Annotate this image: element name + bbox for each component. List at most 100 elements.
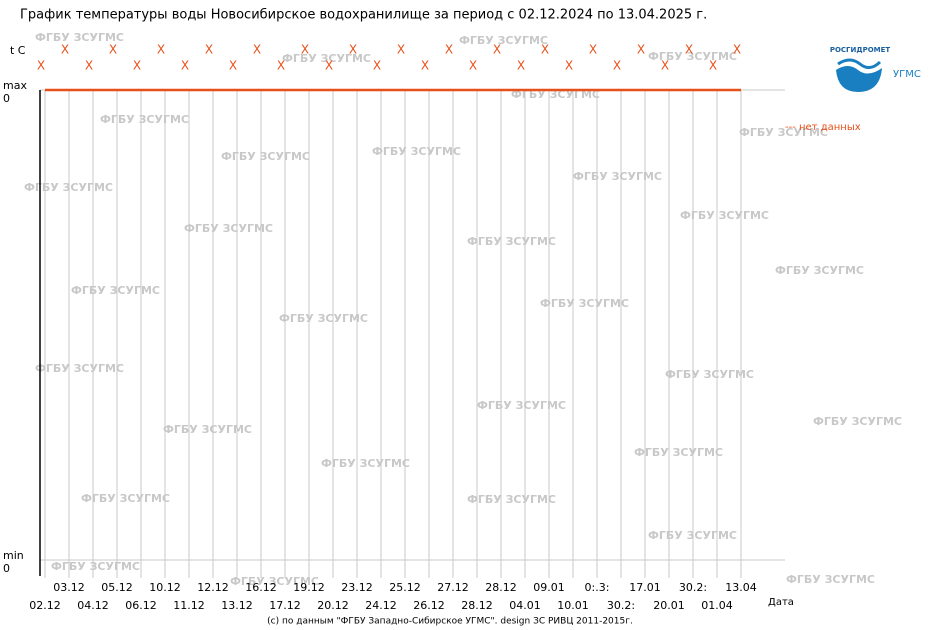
watermark: ФГБУ ЗСУГМС	[665, 368, 754, 381]
no-data-marker: X	[445, 43, 453, 57]
watermark: ФГБУ ЗСУГМС	[459, 34, 548, 47]
watermark: ФГБУ ЗСУГМС	[279, 312, 368, 325]
x-tick-label: 19.12	[293, 581, 325, 594]
watermark: ФГБУ ЗСУГМС	[467, 235, 556, 248]
x-tick-label: 12.12	[197, 581, 229, 594]
no-data-marker: X	[517, 59, 525, 73]
logo-wave-top	[837, 58, 882, 69]
x-tick-label: 30.2:	[679, 581, 707, 594]
no-data-marker: X	[469, 59, 477, 73]
x-tick-label: 10.01	[557, 599, 589, 612]
watermark: ФГБУ ЗСУГМС	[739, 126, 828, 139]
x-tick-label: 11.12	[173, 599, 205, 612]
watermark: ФГБУ ЗСУГМС	[221, 150, 310, 163]
watermark: ФГБУ ЗСУГМС	[786, 573, 875, 586]
watermark: ФГБУ ЗСУГМС	[372, 145, 461, 158]
x-tick-label: 30.2:	[607, 599, 635, 612]
watermark: ФГБУ ЗСУГМС	[321, 457, 410, 470]
watermark: ФГБУ ЗСУГМС	[35, 362, 124, 375]
no-data-marker: X	[61, 43, 69, 57]
x-tick-label: 0:.3:	[585, 581, 610, 594]
no-data-marker: X	[637, 43, 645, 57]
legend-no-data: --- нет данных	[785, 122, 861, 133]
x-tick-label: 17.01	[629, 581, 661, 594]
watermark: ФГБУ ЗСУГМС	[100, 113, 189, 126]
x-tick-label: 23.12	[341, 581, 373, 594]
logo: РОСГИДРОМЕТ УГМС	[830, 38, 921, 94]
x-tick-label: 24.12	[365, 599, 397, 612]
y-min-label: min	[3, 549, 24, 562]
no-data-marker: X	[661, 59, 669, 73]
x-tick-label: 10.12	[149, 581, 181, 594]
watermark: ФГБУ ЗСУГМС	[540, 297, 629, 310]
watermark: ФГБУ ЗСУГМС	[634, 446, 723, 459]
x-tick-label: 25.12	[389, 581, 421, 594]
x-tick-label: 04.01	[509, 599, 541, 612]
no-data-marker: X	[565, 59, 573, 73]
x-tick-label: 26.12	[413, 599, 445, 612]
no-data-marker: X	[277, 59, 285, 73]
watermark: ФГБУ ЗСУГМС	[477, 399, 566, 412]
watermark: ФГБУ ЗСУГМС	[24, 181, 113, 194]
y-max-label: max	[3, 79, 27, 92]
watermark: ФГБУ ЗСУГМС	[648, 529, 737, 542]
no-data-marker: X	[85, 59, 93, 73]
watermark: ФГБУ ЗСУГМС	[813, 415, 902, 428]
x-tick-label: 01.04	[701, 599, 733, 612]
watermark: ФГБУ ЗСУГМС	[230, 575, 319, 588]
no-data-marker: X	[493, 43, 501, 57]
no-data-marker: X	[589, 43, 597, 57]
chart-title: График температуры воды Новосибирское во…	[20, 8, 707, 23]
x-tick-label: 02.12	[29, 599, 61, 612]
watermark: ФГБУ ЗСУГМС	[467, 493, 556, 506]
x-tick-label: 13.04	[725, 581, 757, 594]
watermark: ФГБУ ЗСУГМС	[282, 52, 371, 65]
no-data-marker: X	[229, 59, 237, 73]
no-data-marker: X	[301, 43, 309, 57]
x-tick-label: 05.12	[101, 581, 133, 594]
x-tick-label: 03.12	[53, 581, 85, 594]
x-tick-label: 04.12	[77, 599, 109, 612]
y-max-value: 0	[3, 92, 10, 105]
watermark: ФГБУ ЗСУГМС	[573, 170, 662, 183]
watermark: ФГБУ ЗСУГМС	[163, 423, 252, 436]
no-data-marker: X	[157, 43, 165, 57]
no-data-marker: X	[37, 59, 45, 73]
no-data-marker: X	[421, 59, 429, 73]
no-data-marker: X	[613, 59, 621, 73]
no-data-marker: X	[685, 43, 693, 57]
x-axis-title: Дата	[768, 597, 794, 608]
no-data-marker: X	[397, 43, 405, 57]
watermark: ФГБУ ЗСУГМС	[51, 560, 140, 573]
x-tick-label: 27.12	[437, 581, 469, 594]
no-data-marker: X	[541, 43, 549, 57]
footer: (c) по данным "ФГБУ Западно-Сибирское УГ…	[267, 617, 633, 627]
x-tick-label: 28.12	[485, 581, 517, 594]
x-tick-label: 20.01	[653, 599, 685, 612]
watermark: ФГБУ ЗСУГМС	[775, 264, 864, 277]
watermark: ФГБУ ЗСУГМС	[35, 31, 124, 44]
x-tick-label: 17.12	[269, 599, 301, 612]
x-tick-label: 06.12	[125, 599, 157, 612]
logo-name: РОСГИДРОМЕТ	[830, 46, 891, 54]
no-data-marker: X	[709, 59, 717, 73]
no-data-marker: X	[133, 59, 141, 73]
no-data-marker: X	[109, 43, 117, 57]
no-data-marker: X	[181, 59, 189, 73]
x-tick-label: 16.12	[245, 581, 277, 594]
no-data-marker: X	[325, 59, 333, 73]
watermark: ФГБУ ЗСУГМС	[648, 50, 737, 63]
no-data-marker: X	[253, 43, 261, 57]
no-data-marker: X	[373, 59, 381, 73]
watermark: ФГБУ ЗСУГМС	[81, 492, 170, 505]
x-tick-label: 09.01	[533, 581, 565, 594]
x-tick-label: 20.12	[317, 599, 349, 612]
x-tick-label: 13.12	[221, 599, 253, 612]
no-data-marker: X	[733, 43, 741, 57]
watermark: ФГБУ ЗСУГМС	[680, 209, 769, 222]
x-tick-label: 28.12	[461, 599, 493, 612]
logo-wave	[836, 66, 882, 92]
watermark: ФГБУ ЗСУГМС	[71, 284, 160, 297]
y-min-value: 0	[3, 562, 10, 575]
